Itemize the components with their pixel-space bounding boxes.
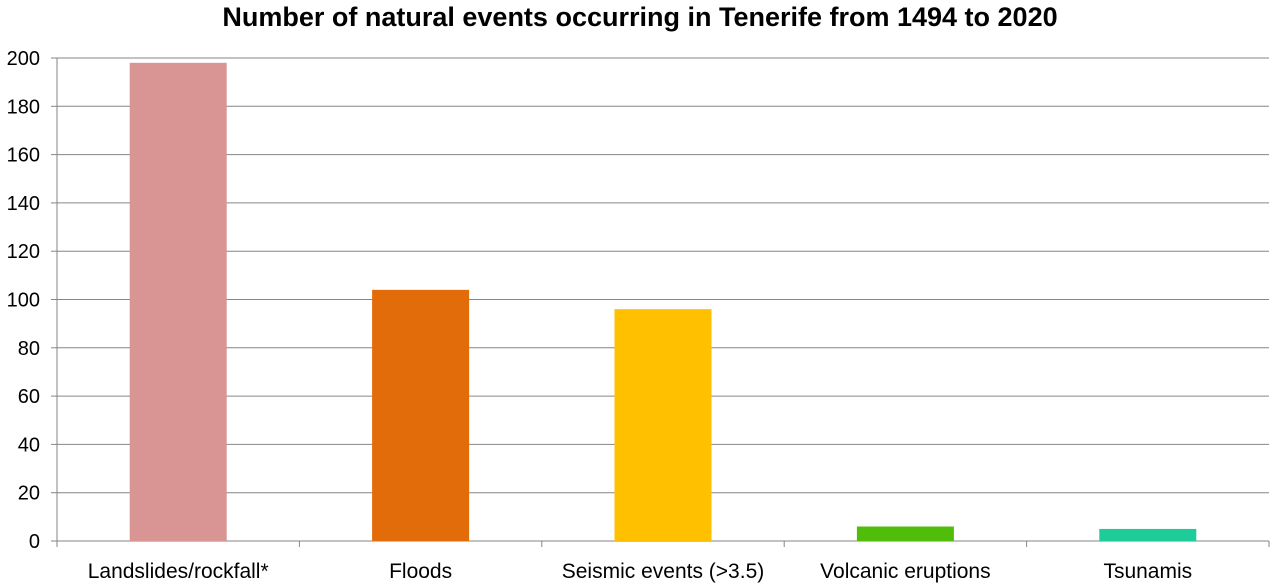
bar xyxy=(129,62,227,542)
gridlines xyxy=(57,57,1269,494)
x-category-label: Floods xyxy=(389,560,452,583)
chart-title: Number of natural events occurring in Te… xyxy=(222,2,1057,32)
y-tick-label: 160 xyxy=(7,145,40,167)
x-category-label: Landslides/rockfall* xyxy=(88,560,269,583)
y-axis-ticks: 0 20 40 60 80 100 120 140 160 180 200 xyxy=(7,48,57,553)
bar xyxy=(856,526,954,541)
y-tick-label: 60 xyxy=(18,386,40,408)
bar xyxy=(614,309,712,541)
bars xyxy=(129,62,1197,542)
y-tick-label: 180 xyxy=(7,96,40,118)
y-tick-label: 100 xyxy=(7,290,40,312)
x-axis-labels: Landslides/rockfall* Floods Seismic events… xyxy=(88,560,1192,583)
y-tick-label: 20 xyxy=(18,483,40,505)
x-category-label: Tsunamis xyxy=(1103,560,1192,583)
y-tick-label: 0 xyxy=(29,531,40,553)
y-tick-label: 140 xyxy=(7,193,40,215)
y-tick-label: 80 xyxy=(18,338,40,360)
bar xyxy=(372,289,470,541)
x-category-label: Volcanic eruptions xyxy=(820,560,990,583)
y-tick-label: 200 xyxy=(7,48,40,70)
y-tick-label: 120 xyxy=(7,241,40,263)
x-category-label: Seismic events (>3.5) xyxy=(562,560,765,583)
y-tick-label: 40 xyxy=(18,434,40,456)
bar xyxy=(1099,528,1197,541)
